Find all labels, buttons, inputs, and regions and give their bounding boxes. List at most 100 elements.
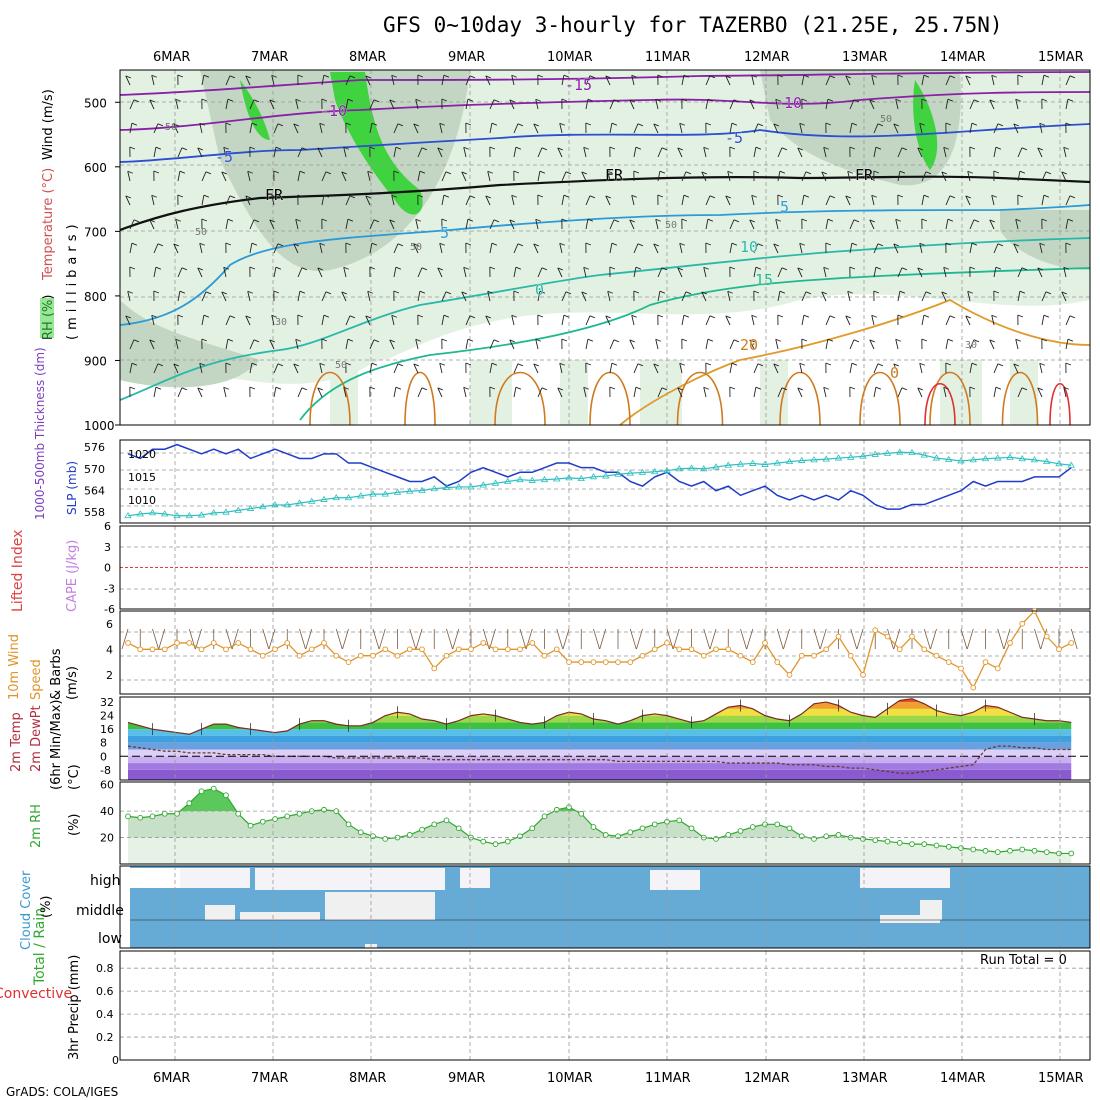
wind-barb xyxy=(557,267,563,278)
wind-barb xyxy=(991,314,997,318)
wind-barb xyxy=(585,362,591,366)
wind-barb xyxy=(533,243,539,254)
temp-label: (6hr Min/Max) xyxy=(49,700,64,790)
wind-barb xyxy=(369,99,375,110)
thickness-marker xyxy=(540,475,549,483)
wind-barb xyxy=(773,123,779,127)
wind-barb xyxy=(633,363,639,374)
wind-barb xyxy=(415,219,419,230)
wind-barb xyxy=(1063,386,1069,390)
wind10-line xyxy=(127,609,1072,689)
wind-barb xyxy=(127,171,131,182)
wind10-point xyxy=(860,671,866,678)
wind-barb xyxy=(277,363,284,367)
wind-barb xyxy=(993,170,999,174)
wind-barb xyxy=(365,75,371,86)
wind10-point xyxy=(541,652,548,659)
wind-barb xyxy=(273,267,277,278)
wind-barb xyxy=(969,99,975,110)
wind-barb xyxy=(849,243,853,254)
wind-barb xyxy=(489,243,493,254)
wind-barb xyxy=(657,314,663,318)
wind-barb xyxy=(1037,147,1043,158)
thickness-marker xyxy=(295,499,304,506)
wind-barb xyxy=(1065,75,1071,86)
wind-barb xyxy=(343,147,347,158)
wind-barb xyxy=(657,171,661,182)
wind-barb xyxy=(533,123,539,127)
wind-barb xyxy=(749,339,755,350)
wind-barb xyxy=(417,387,423,398)
wind-barb xyxy=(965,195,971,199)
wind10-tick-label: 6 xyxy=(106,618,113,631)
wind-barb xyxy=(173,363,179,374)
wind-barb xyxy=(801,338,807,342)
wind10-point xyxy=(737,652,744,659)
wind-barb xyxy=(1015,218,1021,222)
temp-band xyxy=(128,722,1072,730)
wind-barb xyxy=(179,290,186,294)
wind-barb xyxy=(225,339,229,350)
rh2m-point xyxy=(578,810,585,817)
wind-barb xyxy=(949,195,956,199)
wind-barb xyxy=(389,99,395,103)
wind-barb xyxy=(943,147,947,158)
wind10-point xyxy=(823,646,830,653)
wind-barb xyxy=(325,291,332,295)
wind-barb xyxy=(1021,387,1028,391)
wind-barb xyxy=(609,266,615,270)
wind-barb xyxy=(849,386,855,390)
wind-barb xyxy=(681,75,685,86)
wind-barb xyxy=(511,314,517,318)
wind-barb xyxy=(515,146,522,150)
wind-barb xyxy=(197,267,203,278)
wind-barb xyxy=(443,74,450,78)
lifted-label: Lifted Index xyxy=(10,530,26,612)
wind-barb xyxy=(1041,98,1047,102)
wind-barb xyxy=(153,267,157,278)
wind-barb xyxy=(749,339,755,343)
wind-barb xyxy=(441,171,447,182)
wind-barb xyxy=(821,171,827,175)
wind-barb xyxy=(341,171,347,175)
wind10-barb xyxy=(960,628,968,650)
wind-barb xyxy=(995,266,1002,270)
wind-barb xyxy=(607,171,611,182)
wind-barb xyxy=(557,387,563,391)
wind-barb xyxy=(173,123,179,127)
top-date-label: 8MAR xyxy=(349,50,386,65)
wind-barb xyxy=(965,195,971,206)
wind-barb xyxy=(419,170,426,174)
wind-barb xyxy=(1039,122,1045,126)
wind-barb xyxy=(967,291,971,302)
wind-barb xyxy=(917,387,923,398)
wind-barb xyxy=(581,291,587,302)
thickness-marker xyxy=(675,465,683,472)
wind-barb xyxy=(825,75,831,86)
cloud-gap xyxy=(240,912,320,920)
wind-barb xyxy=(199,363,203,374)
wind10-label: Speed xyxy=(29,659,44,700)
wind10-point xyxy=(590,659,597,665)
wind-barb xyxy=(609,363,613,374)
thickness-marker xyxy=(638,468,647,475)
wind-barb xyxy=(917,267,923,271)
wind-barb xyxy=(685,291,692,295)
wind-barb xyxy=(585,242,591,246)
wind10-barb xyxy=(152,628,159,650)
top-date-label: 6MAR xyxy=(153,50,190,65)
wind-barb xyxy=(945,195,951,206)
wind-barb xyxy=(749,99,755,110)
wind-barb xyxy=(871,74,877,78)
lifted-tick-label: -3 xyxy=(104,582,115,595)
wind-barb xyxy=(1017,147,1023,158)
wind-barb xyxy=(1043,314,1050,318)
wind-barb xyxy=(1061,171,1067,175)
wind10-barb xyxy=(409,628,417,650)
thickness-marker xyxy=(785,457,794,465)
thickness-marker xyxy=(969,456,977,463)
wind-barb xyxy=(369,146,375,150)
rh2m-point xyxy=(749,824,756,830)
wind-barb xyxy=(749,219,755,230)
thickness-marker xyxy=(210,509,218,516)
